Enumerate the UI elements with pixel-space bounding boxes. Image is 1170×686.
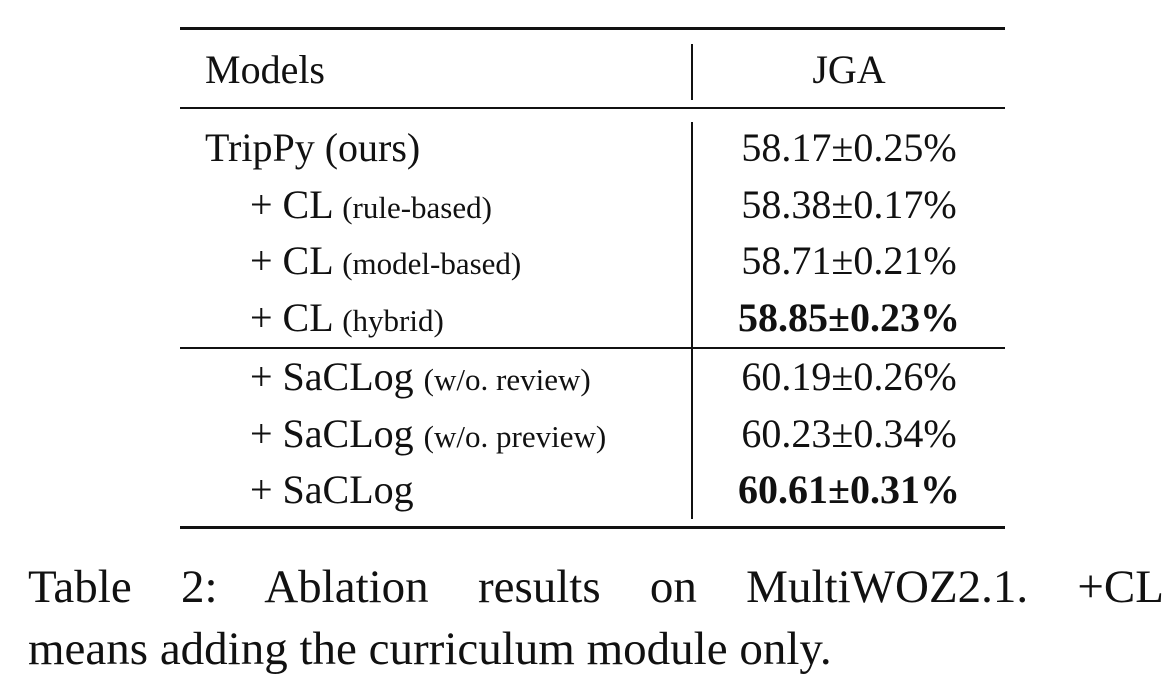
model-name: + CL: [250, 294, 333, 340]
model-name: + SaCLog: [250, 354, 414, 399]
jga-cell: 58.17±0.25%: [741, 125, 957, 170]
model-detail: (rule-based): [342, 189, 492, 225]
top-rule: [180, 27, 1005, 30]
jga-cell: 60.23±0.34%: [741, 410, 957, 456]
jga-cell: 60.19±0.26%: [741, 354, 957, 399]
model-name: + CL: [250, 238, 333, 283]
model-name: + CL: [250, 181, 333, 227]
model-cell: TripPy (ours): [205, 124, 420, 172]
header-cell: JGA: [812, 47, 886, 92]
model-detail: (w/o. review): [423, 362, 591, 397]
model-cell: + SaCLog (w/o. preview): [250, 410, 606, 461]
column-divider: [691, 122, 693, 519]
model-detail: (w/o. preview): [423, 418, 607, 454]
column-divider: [691, 44, 693, 100]
model-name: + SaCLog: [250, 410, 414, 456]
model-cell: + SaCLog (w/o. review): [250, 353, 591, 404]
caption-line: Table 2: Ablation results on MultiWOZ2.1…: [28, 561, 1164, 613]
header-cell: Models: [205, 47, 325, 92]
jga-cell: 60.61±0.31%: [738, 467, 960, 512]
model-cell: + CL (model-based): [250, 237, 521, 288]
model-detail: (hybrid): [342, 302, 444, 338]
bottom-rule: [180, 526, 1005, 529]
section-rule: [180, 347, 1005, 349]
model-name: + SaCLog: [250, 467, 414, 512]
model-cell: + CL (hybrid): [250, 294, 444, 345]
model-cell: + CL (rule-based): [250, 181, 492, 232]
model-cell: + SaCLog: [250, 466, 414, 514]
jga-cell: 58.71±0.21%: [741, 238, 957, 283]
model-name: TripPy (ours): [205, 125, 421, 170]
caption-line: means adding the curriculum module only.: [28, 623, 832, 675]
jga-cell: 58.38±0.17%: [741, 181, 957, 227]
jga-cell: 58.85±0.23%: [738, 294, 960, 340]
header-rule: [180, 107, 1005, 109]
model-detail: (model-based): [342, 246, 522, 281]
